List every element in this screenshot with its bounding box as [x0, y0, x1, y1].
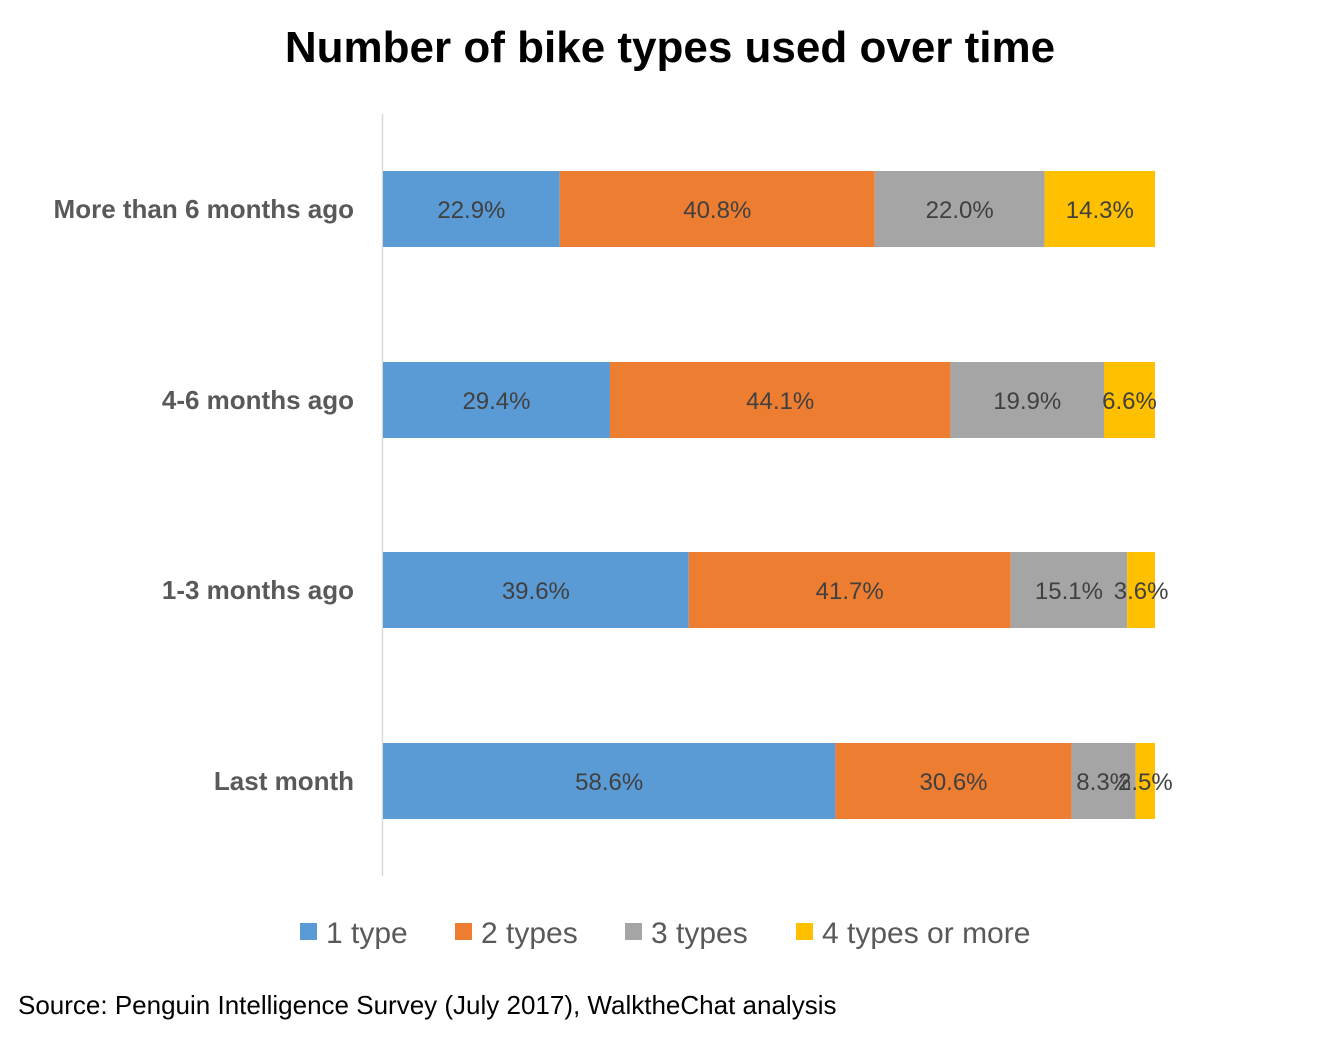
data-label-4-types-or-more-1-3-months-ago: 3.6%: [1114, 578, 1169, 605]
bars-group: More than 6 months ago 22.9% 40.8% 22.0% 14.…: [54, 171, 1173, 819]
bar-segment-2-types-4-6-months-ago: [609, 362, 951, 438]
data-label-2-types-1-3-months-ago: 41.7%: [816, 578, 884, 605]
data-label-3-types-more-than-6-months-ago: 22.0%: [926, 197, 994, 224]
data-label-1-type-last-month: 58.6%: [575, 769, 643, 796]
data-label-4-types-or-more-more-than-6-months-ago: 14.3%: [1066, 197, 1134, 224]
data-label-4-types-or-more-4-6-months-ago: 6.6%: [1102, 388, 1157, 415]
legend-swatch-4-types-or-more: [796, 923, 813, 940]
data-label-2-types-4-6-months-ago: 44.1%: [746, 388, 814, 415]
bar-segment-3-types-1-3-months-ago: [1010, 552, 1128, 628]
bar-segment-4-types-or-more-1-3-months-ago: [1127, 552, 1155, 628]
data-label-1-type-more-than-6-months-ago: 22.9%: [437, 197, 505, 224]
category-label-1-3-months-ago: 1-3 months ago: [162, 575, 354, 605]
bar-segment-4-types-or-more-more-than-6-months-ago: [1044, 171, 1155, 247]
legend: 1 type 2 types 3 types 4 types or more: [300, 917, 1030, 950]
legend-label-2-types: 2 types: [481, 917, 578, 950]
category-label-4-6-months-ago: 4-6 months ago: [162, 385, 354, 415]
legend-label-3-types: 3 types: [651, 917, 748, 950]
bar-segment-2-types-more-than-6-months-ago: [559, 171, 875, 247]
bar-segment-2-types-1-3-months-ago: [688, 552, 1011, 628]
legend-swatch-2-types: [455, 923, 472, 940]
data-label-3-types-1-3-months-ago: 15.1%: [1035, 578, 1103, 605]
data-label-4-types-or-more-last-month: 2.5%: [1118, 769, 1173, 796]
bar-segment-3-types-4-6-months-ago: [950, 362, 1105, 438]
chart-title: Number of bike types used over time: [285, 23, 1055, 72]
bar-segment-1-type-4-6-months-ago: [383, 362, 610, 438]
data-label-2-types-last-month: 30.6%: [919, 769, 987, 796]
data-label-3-types-last-month: 8.3%: [1076, 769, 1131, 796]
legend-swatch-1-type: [300, 923, 317, 940]
data-label-2-types-more-than-6-months-ago: 40.8%: [683, 197, 751, 224]
source-note: Source: Penguin Intelligence Survey (Jul…: [18, 990, 836, 1020]
bar-segment-3-types-more-than-6-months-ago: [874, 171, 1045, 247]
bar-segment-2-types-last-month: [835, 743, 1072, 819]
legend-label-1-type: 1 type: [326, 917, 408, 950]
data-label-1-type-1-3-months-ago: 39.6%: [502, 578, 570, 605]
category-label-more-than-6-months-ago: More than 6 months ago: [54, 194, 354, 224]
data-label-3-types-4-6-months-ago: 19.9%: [993, 388, 1061, 415]
category-label-last-month: Last month: [214, 766, 354, 796]
bar-segment-4-types-or-more-last-month: [1135, 743, 1155, 819]
bar-segment-1-type-more-than-6-months-ago: [383, 171, 560, 247]
bar-segment-1-type-last-month: [383, 743, 836, 819]
data-label-1-type-4-6-months-ago: 29.4%: [462, 388, 530, 415]
legend-swatch-3-types: [625, 923, 642, 940]
bar-segment-3-types-last-month: [1071, 743, 1136, 819]
bar-segment-1-type-1-3-months-ago: [383, 552, 689, 628]
bar-segment-4-types-or-more-4-6-months-ago: [1104, 362, 1155, 438]
legend-label-4-types-or-more: 4 types or more: [822, 917, 1030, 950]
